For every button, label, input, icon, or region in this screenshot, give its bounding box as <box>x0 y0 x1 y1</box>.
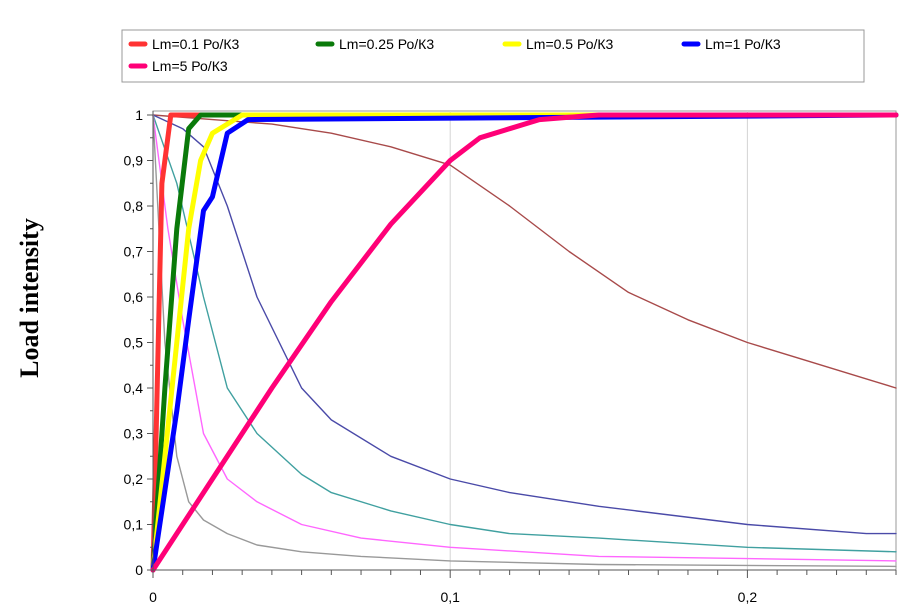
y-tick-label: 1 <box>135 107 143 123</box>
legend-label: Lm=0.1 Ро/К3 <box>152 36 240 52</box>
y-tick-label: 0,5 <box>124 335 144 351</box>
y-tick-label: 0,7 <box>124 244 144 260</box>
y-tick-label: 0,4 <box>124 380 144 396</box>
y-tick-label: 0,8 <box>124 198 144 214</box>
plot-frame <box>152 110 897 571</box>
legend-label: Lm=0.25 Ро/К3 <box>339 36 434 52</box>
series-line-7 <box>152 114 897 553</box>
y-tick-label: 0,1 <box>124 517 144 533</box>
y-tick-label: 0,2 <box>124 471 144 487</box>
legend-label: Lm=0.5 Ро/К3 <box>526 36 614 52</box>
plot-area: 0 0,1 0,2 0 0,1 0,2 0,3 0,4 0,5 0,6 0,7 0,8 0,9 1 <box>124 107 899 605</box>
legend-label: Lm=1 Ро/К3 <box>705 36 781 52</box>
series-line-4 <box>150 112 899 573</box>
y-axis-label: Load intensity <box>15 218 44 378</box>
legend-box <box>121 29 865 83</box>
y-tick-label: 0 <box>135 562 143 578</box>
series-layer <box>150 112 899 573</box>
series-line-6 <box>152 114 897 535</box>
x-tick-label: 0,1 <box>440 589 460 605</box>
axes: 0 0,1 0,2 0 0,1 0,2 0,3 0,4 0,5 0,6 0,7 0,8 0,9 1 <box>124 107 897 605</box>
series-line-2 <box>150 112 899 573</box>
series-line-3 <box>150 112 899 573</box>
legend: Lm=0.1 Ро/К3 Lm=0.25 Ро/К3 Lm=0.5 Ро/К3 Lm=… <box>121 29 865 83</box>
grid <box>449 111 748 570</box>
y-tick-label: 0,9 <box>124 153 144 169</box>
y-tick-label: 0,3 <box>124 426 144 442</box>
legend-label: Lm=5 Ро/К3 <box>152 58 228 74</box>
series-line-5 <box>152 114 897 389</box>
y-tick-label: 0,6 <box>124 289 144 305</box>
x-tick-label: 0 <box>149 589 157 605</box>
x-tick-label: 0,2 <box>738 589 758 605</box>
